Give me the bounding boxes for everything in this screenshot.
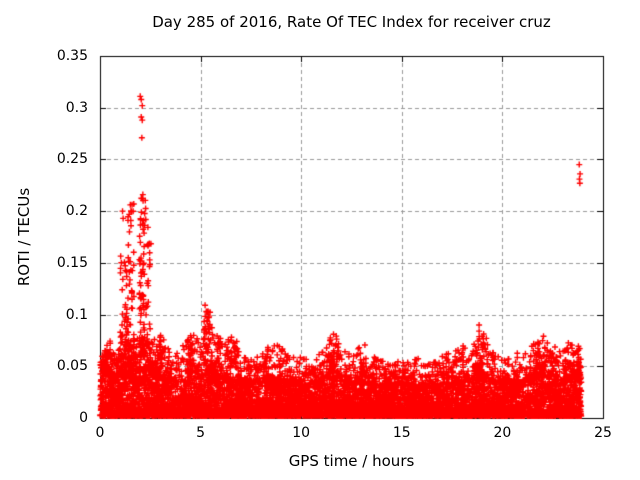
x-tick-label: 0 [95,425,105,441]
y-tick-label: 0.3 [65,99,88,116]
y-tick-label: 0.05 [56,358,88,375]
x-tick-label: 5 [196,425,206,441]
y-tick-label: 0.15 [56,254,88,271]
y-tick-label: 0.25 [56,151,88,168]
y-tick-label: 0.35 [56,48,88,64]
y-tick-label: 0.1 [65,306,88,323]
x-tick-label: 15 [392,425,411,441]
chart-title: Day 285 of 2016, Rate Of TEC Index for r… [152,13,551,31]
x-tick-label: 25 [594,425,612,441]
x-axis-label: GPS time / hours [288,452,415,470]
x-tick-label: 20 [493,425,512,441]
y-tick-label: 0 [79,410,88,426]
x-tick-label: 10 [292,425,311,441]
y-tick-label: 0.2 [65,203,88,220]
